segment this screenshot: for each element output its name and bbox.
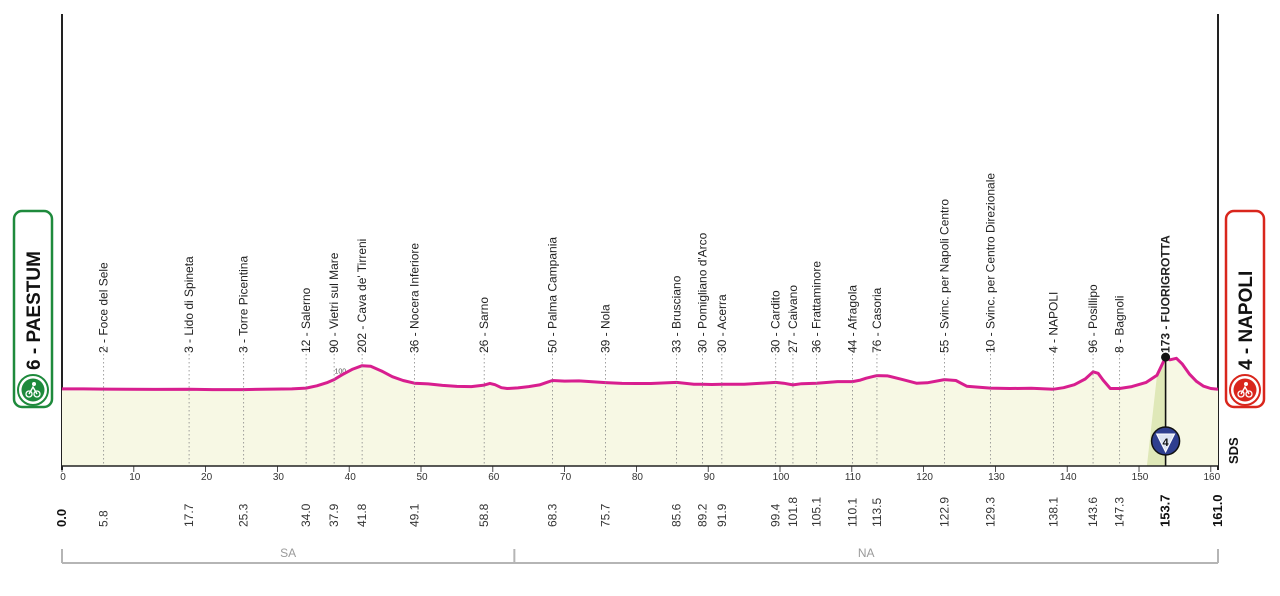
province-label: SA	[280, 546, 296, 560]
waypoint-label: 2 - Foce del Sele	[97, 262, 111, 353]
distance-label: 105.1	[810, 497, 824, 527]
waypoint-label: 33 - Brusciano	[670, 275, 684, 353]
start-badge-icon-frame	[28, 385, 38, 395]
x-tick-label: 120	[916, 472, 933, 483]
distance-label: 58.8	[477, 503, 491, 527]
start-badge-icon-wheel	[33, 390, 41, 398]
x-tick-label: 140	[1060, 472, 1077, 483]
circuit-laps-count: 4	[1163, 437, 1170, 449]
waypoint-label: 4 - NAPOLI	[1047, 292, 1061, 353]
waypoint-label: 173 - FUORIGROTTA	[1159, 235, 1173, 353]
distance-label: 5.8	[97, 510, 111, 527]
distance-label: 75.7	[599, 503, 613, 527]
distance-label: 138.1	[1047, 497, 1061, 527]
waypoint-label: 30 - Pomigliano d'Arco	[695, 232, 709, 353]
start-badge-frame	[12, 209, 54, 409]
x-tick-label: 110	[845, 472, 861, 483]
distance-label: 89.2	[695, 503, 709, 527]
finish-badge-icon-frame	[1240, 385, 1250, 395]
distance-label: 85.6	[670, 503, 684, 527]
distance-label: 91.9	[715, 503, 729, 527]
distance-label: 101.8	[786, 497, 800, 527]
distance-label: 113.5	[870, 498, 884, 527]
waypoint-label: 3 - Lido di Spineta	[182, 256, 196, 353]
waypoint-label: 10 - Svinc. per Centro Direzionale	[983, 173, 997, 353]
x-tick-label: 10	[129, 472, 141, 483]
waypoint-label: 96 - Posillipo	[1086, 284, 1100, 353]
sds-logo: SDS	[1226, 437, 1241, 464]
x-tick-label: 150	[1132, 472, 1149, 483]
finish-badge-frame	[1224, 209, 1266, 409]
waypoint-label: 30 - Acerra	[715, 294, 729, 353]
start-badge-cyclist-icon	[21, 378, 45, 402]
waypoint-label: 30 - Cardito	[769, 290, 783, 353]
distance-label: 161.0	[1210, 494, 1225, 527]
waypoint-label: 76 - Casoria	[870, 287, 884, 353]
start-badge-icon-head	[32, 382, 36, 386]
circuit-arrow-icon	[1155, 433, 1176, 454]
waypoint-label: 12 - Salerno	[299, 287, 313, 353]
distance-label: 110.1	[846, 498, 860, 527]
x-tick-label: 70	[560, 472, 572, 483]
waypoint-label: 36 - Frattaminore	[810, 261, 824, 353]
distance-label: 153.7	[1158, 494, 1173, 527]
waypoint-label: 36 - Nocera Inferiore	[408, 243, 422, 353]
distance-label: 68.3	[545, 503, 559, 527]
distance-label: 17.7	[182, 503, 196, 527]
finish-point-dot	[1161, 352, 1171, 362]
waypoint-label: 8 - Bagnoli	[1113, 296, 1127, 353]
finish-badge-label: 4 - NAPOLI	[1236, 271, 1257, 370]
start-badge-label: 6 - PAESTUM	[24, 251, 45, 370]
x-tick-label: 40	[345, 472, 357, 483]
distance-label: 49.1	[408, 503, 422, 527]
waypoint-label: 202 - Cava de' Tirreni	[355, 239, 369, 353]
x-tick-label: 60	[488, 472, 500, 483]
distance-label: 0.0	[54, 509, 69, 527]
finish-badge-cyclist-icon	[1233, 378, 1257, 402]
distance-label: 129.3	[983, 497, 997, 527]
waypoint-label: 44 - Afragola	[846, 285, 860, 353]
x-tick-label: 160	[1203, 472, 1220, 483]
distance-label: 122.9	[937, 497, 951, 527]
province-label: NA	[858, 546, 875, 560]
altitude-scale-label: 100	[334, 369, 346, 376]
distance-label: 41.8	[355, 503, 369, 527]
distance-label: 99.4	[769, 503, 783, 527]
x-tick-label: 130	[988, 472, 1005, 483]
distance-label: 25.3	[237, 503, 251, 527]
profile-area-fill	[62, 357, 1218, 466]
x-tick-label: 20	[201, 472, 213, 483]
waypoint-label: 27 - Caivano	[786, 285, 800, 353]
start-badge-icon-wheel	[25, 390, 33, 398]
waypoint-label: 3 - Torre Picentina	[237, 256, 251, 353]
x-tick-label: 0	[60, 472, 66, 483]
finish-badge-icon-wheel	[1237, 390, 1245, 398]
x-tick-label: 30	[273, 472, 285, 483]
distance-label: 143.6	[1086, 497, 1100, 527]
distance-label: 34.0	[299, 503, 313, 527]
waypoint-label: 90 - Vietri sul Mare	[327, 252, 341, 353]
finish-badge-icon-wheel	[1245, 390, 1253, 398]
x-tick-label: 80	[632, 472, 644, 483]
profile-line	[62, 355, 1219, 392]
waypoint-label: 50 - Palma Campania	[545, 237, 559, 353]
waypoint-label: 55 - Svinc. per Napoli Centro	[937, 199, 951, 353]
distance-label: 147.3	[1113, 497, 1127, 527]
finish-badge-icon-head	[1244, 382, 1248, 386]
x-tick-label: 50	[416, 472, 428, 483]
x-tick-label: 100	[773, 472, 790, 483]
x-tick-label: 90	[704, 472, 716, 483]
distance-label: 37.9	[327, 503, 341, 527]
waypoint-label: 26 - Sarno	[477, 297, 491, 353]
waypoint-label: 39 - Nola	[599, 304, 613, 353]
